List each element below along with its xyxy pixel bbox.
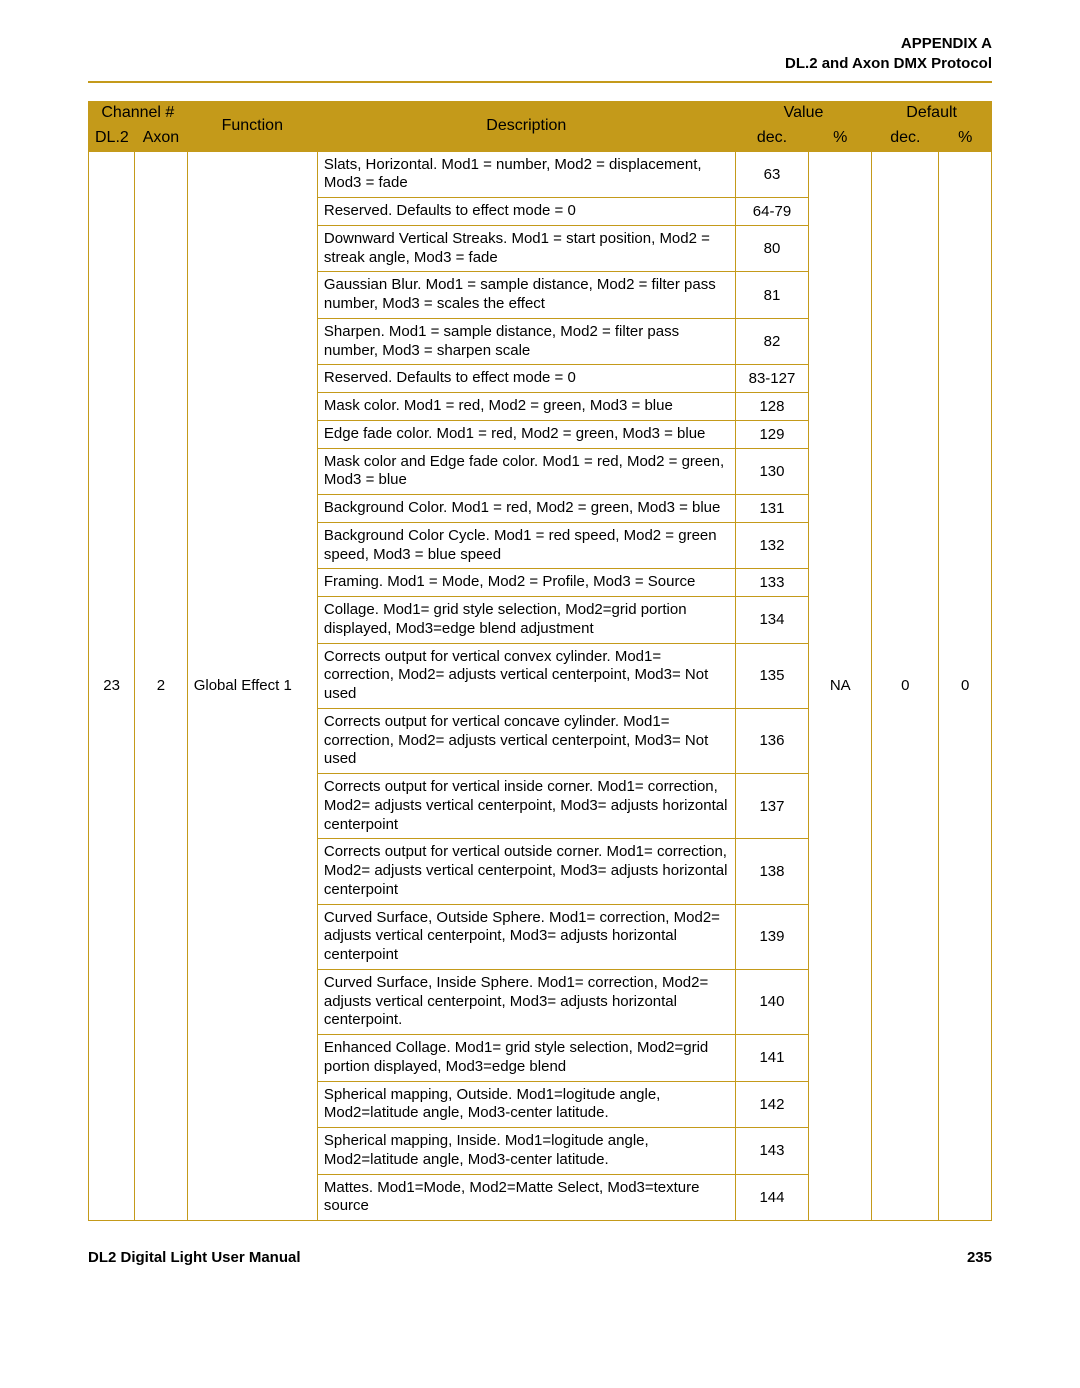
appendix-label: APPENDIX A <box>88 34 992 54</box>
cell-value-dec: 138 <box>735 839 808 904</box>
col-default-group: Default <box>872 101 992 124</box>
cell-description: Spherical mapping, Inside. Mod1=logitude… <box>317 1128 735 1175</box>
col-value-group: Value <box>735 101 871 124</box>
cell-value-dec: 129 <box>735 420 808 448</box>
cell-value-dec: 142 <box>735 1081 808 1128</box>
table-body: 232Global Effect 1Slats, Horizontal. Mod… <box>89 151 992 1221</box>
cell-description: Corrects output for vertical inside corn… <box>317 774 735 839</box>
cell-value-dec: 133 <box>735 569 808 597</box>
col-axon: Axon <box>135 124 188 151</box>
cell-description: Background Color Cycle. Mod1 = red speed… <box>317 522 735 569</box>
cell-description: Corrects output for vertical concave cyl… <box>317 708 735 773</box>
cell-value-dec: 82 <box>735 318 808 365</box>
cell-default-pct: 0 <box>939 151 992 1221</box>
col-description: Description <box>317 101 735 151</box>
cell-value-dec: 139 <box>735 904 808 969</box>
page-footer: DL2 Digital Light User Manual 235 <box>88 1249 992 1266</box>
cell-description: Framing. Mod1 = Mode, Mod2 = Profile, Mo… <box>317 569 735 597</box>
cell-value-dec: 134 <box>735 597 808 644</box>
col-value-dec: dec. <box>735 124 808 151</box>
cell-description: Edge fade color. Mod1 = red, Mod2 = gree… <box>317 420 735 448</box>
cell-description: Gaussian Blur. Mod1 = sample distance, M… <box>317 272 735 319</box>
cell-description: Sharpen. Mod1 = sample distance, Mod2 = … <box>317 318 735 365</box>
cell-description: Background Color. Mod1 = red, Mod2 = gre… <box>317 495 735 523</box>
cell-description: Mattes. Mod1=Mode, Mod2=Matte Select, Mo… <box>317 1174 735 1221</box>
footer-page-number: 235 <box>967 1249 992 1266</box>
cell-value-dec: 80 <box>735 225 808 272</box>
cell-axon: 2 <box>135 151 188 1221</box>
cell-value-dec: 83-127 <box>735 365 808 393</box>
cell-value-dec: 131 <box>735 495 808 523</box>
cell-value-dec: 143 <box>735 1128 808 1175</box>
cell-description: Mask color. Mod1 = red, Mod2 = green, Mo… <box>317 393 735 421</box>
table-head: Channel # Function Description Value Def… <box>89 101 992 151</box>
col-dl2: DL.2 <box>89 124 135 151</box>
col-default-dec: dec. <box>872 124 939 151</box>
appendix-subtitle: DL.2 and Axon DMX Protocol <box>88 54 992 74</box>
cell-value-dec: 64-79 <box>735 198 808 226</box>
cell-description: Enhanced Collage. Mod1= grid style selec… <box>317 1035 735 1082</box>
cell-value-dec: 130 <box>735 448 808 495</box>
cell-value-dec: 63 <box>735 151 808 198</box>
cell-value-dec: 141 <box>735 1035 808 1082</box>
cell-dl2: 23 <box>89 151 135 1221</box>
page-header: APPENDIX A DL.2 and Axon DMX Protocol <box>88 34 992 83</box>
cell-description: Curved Surface, Inside Sphere. Mod1= cor… <box>317 969 735 1034</box>
col-channel-group: Channel # <box>89 101 188 124</box>
cell-description: Mask color and Edge fade color. Mod1 = r… <box>317 448 735 495</box>
cell-description: Downward Vertical Streaks. Mod1 = start … <box>317 225 735 272</box>
cell-value-dec: 132 <box>735 522 808 569</box>
cell-description: Spherical mapping, Outside. Mod1=logitud… <box>317 1081 735 1128</box>
cell-description: Corrects output for vertical outside cor… <box>317 839 735 904</box>
col-function: Function <box>187 101 317 151</box>
cell-description: Corrects output for vertical convex cyli… <box>317 643 735 708</box>
table-row: 232Global Effect 1Slats, Horizontal. Mod… <box>89 151 992 198</box>
cell-function: Global Effect 1 <box>187 151 317 1221</box>
cell-value-dec: 140 <box>735 969 808 1034</box>
cell-description: Reserved. Defaults to effect mode = 0 <box>317 365 735 393</box>
col-default-pct: % <box>939 124 992 151</box>
cell-description: Collage. Mod1= grid style selection, Mod… <box>317 597 735 644</box>
cell-value-pct: NA <box>809 151 872 1221</box>
cell-value-dec: 137 <box>735 774 808 839</box>
cell-value-dec: 136 <box>735 708 808 773</box>
col-value-pct: % <box>809 124 872 151</box>
cell-description: Reserved. Defaults to effect mode = 0 <box>317 198 735 226</box>
cell-value-dec: 81 <box>735 272 808 319</box>
cell-value-dec: 128 <box>735 393 808 421</box>
cell-description: Slats, Horizontal. Mod1 = number, Mod2 =… <box>317 151 735 198</box>
cell-default-dec: 0 <box>872 151 939 1221</box>
footer-title: DL2 Digital Light User Manual <box>88 1249 301 1266</box>
cell-description: Curved Surface, Outside Sphere. Mod1= co… <box>317 904 735 969</box>
cell-value-dec: 135 <box>735 643 808 708</box>
cell-value-dec: 144 <box>735 1174 808 1221</box>
dmx-protocol-table: Channel # Function Description Value Def… <box>88 101 992 1222</box>
